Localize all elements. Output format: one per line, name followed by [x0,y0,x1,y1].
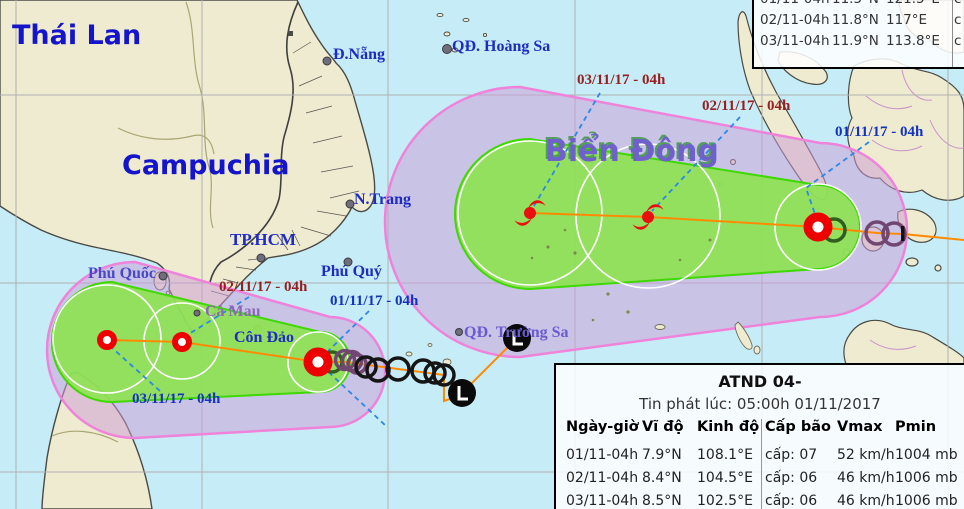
country-borders [51,1,299,443]
typhoon-icon [514,200,546,226]
table-row: 02/11-04h 11.8°N 117°E c [760,12,962,28]
country-label-thailand: Thái Lan [12,20,142,51]
city-label-tp-hcm: TP.HCM [230,230,296,249]
past-position-markers [320,217,907,387]
province-borders [210,41,360,297]
mindanao [843,319,964,365]
date-label-main-03: 03/11/17 - 04h [577,72,666,88]
island-label-hoang-sa: QĐ. Hoàng Sa [452,38,551,55]
table-row: 02/11-04h 8.4°N 104.5°E cấp: 06 46 km/h … [566,470,958,486]
city-label-nha-trang: N.Trang [354,191,412,208]
table-row: 01/11-04h 7.9°N 108.1°E cấp: 07 52 km/h … [566,447,958,463]
table-row: 03/11-04h 11.9°N 113.8°E c [760,33,962,49]
date-label-main-01: 01/11/17 - 04h [835,124,924,140]
forecast-table-atnd04: ATND 04- Tin phát lúc: 05:00h 01/11/2017… [554,363,964,509]
philippine-province-borders [865,69,964,350]
hoang-sa-islets [436,12,488,53]
table-header-row: Ngày-giờ Vĩ độ Kinh độ Cấp bão Vmax Pmin [566,419,937,435]
city-label-da-nang: Đ.Nẵng [333,46,386,63]
country-label-cambodia: Campuchia [122,150,290,181]
table-divider [761,419,762,509]
island-label-truong-sa: QĐ. Trường Sa [464,324,569,341]
storm-position-table: 01/11-04h 11.5°N 121.5°E c 02/11-04h 11.… [752,0,964,69]
date-label-atnd-02: 02/11/17 - 04h [219,279,308,295]
table-divider [952,0,953,67]
forecast-issued-time: Tin phát lúc: 05:00h 01/11/2017 [639,395,881,413]
date-connectors [109,92,870,427]
low-pressure-icon [448,324,531,407]
date-label-atnd-01: 01/11/17 - 04h [330,293,419,309]
track-main [529,212,964,241]
table-row: 01/11-04h 11.5°N 121.5°E c [760,0,964,7]
city-label-con-dao: Côn Đảo [234,329,295,346]
date-label-atnd-03: 03/11/17 - 04h [132,391,221,407]
typhoon-icon [632,204,664,230]
sea-label-bien-dong: Biển Đông [545,134,719,169]
city-label-phu-quy: Phú Quý [321,263,382,280]
storm-main-cone [454,137,861,291]
date-label-main-02: 02/11/17 - 04h [702,98,791,114]
table-row: 03/11-04h 8.5°N 102.5°E cấp: 06 46 km/h … [566,493,958,509]
city-label-ca-mau: Cà Mau [205,303,261,320]
city-label-phu-quoc: Phú Quốc [88,265,157,282]
city-dot [158,31,463,336]
storm-center-marker [97,212,833,377]
forecast-table-title: ATND 04- [718,372,802,391]
